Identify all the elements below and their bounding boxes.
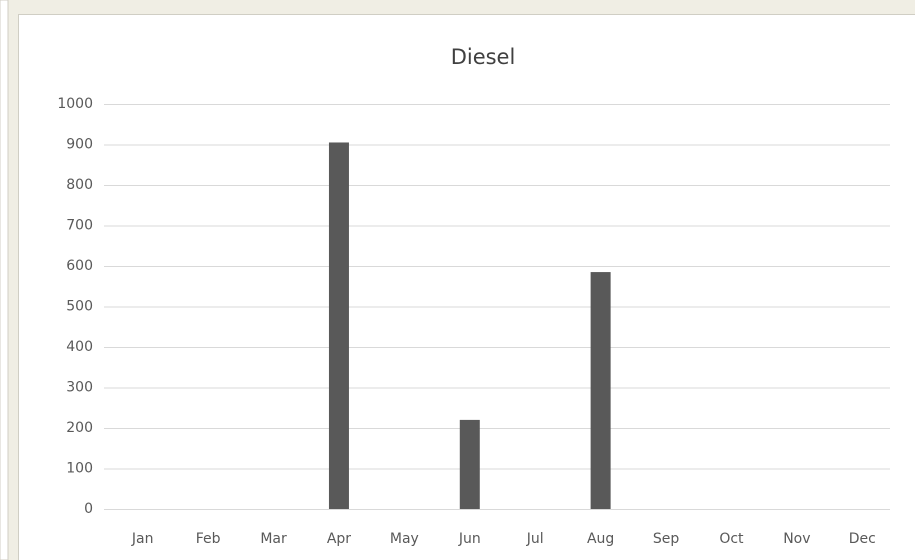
y-tick-label: 200 xyxy=(66,420,93,436)
y-tick-label: 900 xyxy=(66,137,93,153)
x-tick-label: Oct xyxy=(719,531,744,547)
y-tick-label: 1000 xyxy=(57,96,93,112)
x-tick-label: Apr xyxy=(327,531,351,547)
x-tick-label: Jul xyxy=(526,531,544,547)
bar xyxy=(590,272,611,509)
x-tick-label: Jan xyxy=(131,531,154,547)
y-tick-label: 700 xyxy=(66,218,93,234)
bar xyxy=(328,142,349,509)
y-tick-label: 0 xyxy=(84,501,93,517)
bar xyxy=(459,419,480,509)
y-tick-label: 300 xyxy=(66,380,93,396)
x-tick-label: Mar xyxy=(260,531,287,547)
x-tick-label: Feb xyxy=(196,531,221,547)
chart-title: Diesel xyxy=(451,45,516,69)
y-tick-label: 800 xyxy=(66,177,93,193)
y-tick-label: 600 xyxy=(66,258,93,274)
y-tick-label: 400 xyxy=(66,339,93,355)
x-tick-label: May xyxy=(390,531,419,547)
y-tick-label: 500 xyxy=(66,299,93,315)
x-tick-label: Sep xyxy=(653,531,680,547)
x-tick-label: Dec xyxy=(849,531,876,547)
x-tick-label: Nov xyxy=(783,531,810,547)
y-tick-label: 100 xyxy=(66,461,93,477)
x-tick-label: Jun xyxy=(458,531,481,547)
side-panel xyxy=(0,0,9,560)
x-tick-label: Aug xyxy=(587,531,614,547)
